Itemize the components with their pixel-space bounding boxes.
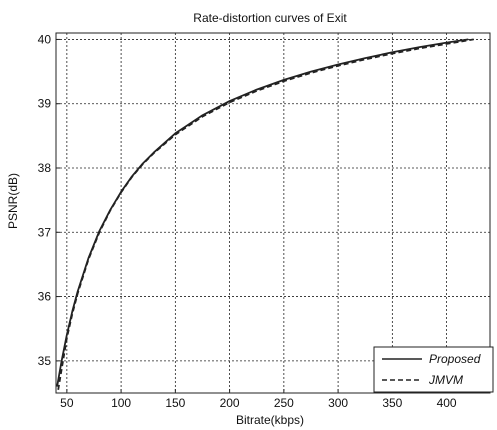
y-tick-label: 35 <box>38 354 52 368</box>
legend-box <box>373 346 494 393</box>
x-tick-label: 100 <box>111 396 131 410</box>
y-tick-label: 39 <box>38 97 52 111</box>
y-axis-label: PSNR(dB) <box>6 173 20 229</box>
x-tick-label: 400 <box>437 396 457 410</box>
x-tick-label: 150 <box>165 396 185 410</box>
x-tick-label: 200 <box>220 396 240 410</box>
y-tick-label: 38 <box>38 161 52 175</box>
series-lines <box>56 38 474 390</box>
chart-title: Rate-distortion curves of Exit <box>193 11 347 25</box>
x-tick-label: 250 <box>274 396 294 410</box>
legend: Proposed JMVM <box>373 346 494 393</box>
plot-frame <box>55 32 491 394</box>
x-tick-label: 350 <box>382 396 402 410</box>
x-tick-label: 50 <box>60 396 74 410</box>
series-line-jmvm <box>57 38 474 390</box>
legend-label-jmvm: JMVM <box>428 373 463 387</box>
x-axis-label: Bitrate(kbps) <box>236 413 304 427</box>
legend-label-proposed: Proposed <box>429 352 481 366</box>
y-tick-label: 37 <box>38 225 52 239</box>
x-tick-label: 300 <box>328 396 348 410</box>
series-line-proposed <box>56 38 469 387</box>
y-tick-label: 36 <box>38 290 52 304</box>
grid-lines <box>56 33 490 393</box>
y-tick-label: 40 <box>38 32 52 46</box>
axis-ticks: 50 100 150 200 250 300 350 400 35 36 37 38 39 40 <box>38 32 457 410</box>
